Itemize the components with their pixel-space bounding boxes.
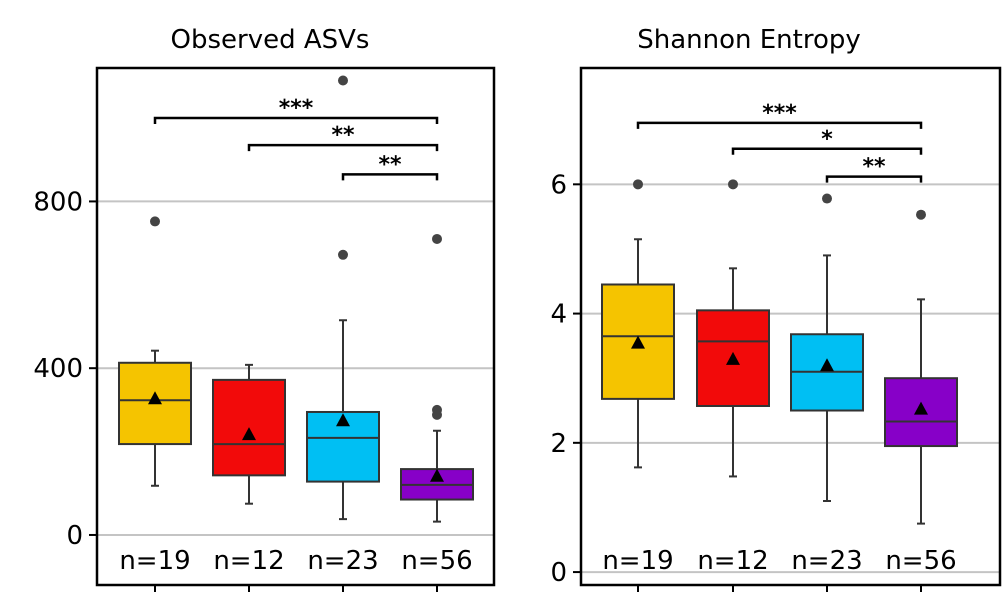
significance-bracket-3: ** (825, 155, 923, 183)
mean-marker (914, 401, 928, 415)
bracket-line (153, 116, 439, 125)
box-iqr (601, 283, 675, 400)
outlier-point (432, 233, 442, 244)
outlier-point (916, 209, 926, 220)
y-tick-label: 6 (550, 170, 567, 200)
significance-label: ** (331, 123, 355, 148)
box-group-4: n=56 (400, 233, 474, 592)
n-label: n=23 (307, 546, 378, 576)
mean-marker (430, 468, 444, 482)
significance-bracket-2: * (731, 127, 923, 155)
box-group-4: n=56 (884, 209, 958, 592)
outlier-point (633, 179, 643, 190)
plot-frame (95, 66, 496, 587)
significance-label: ** (862, 155, 886, 180)
panel-title: Shannon Entropy (637, 25, 861, 55)
n-label: n=12 (213, 546, 284, 576)
box-group-2: n=12 (696, 179, 770, 592)
outlier-point (432, 404, 442, 415)
outlier-point (338, 75, 348, 86)
panel-title: Observed ASVs (171, 25, 370, 55)
y-tick-label: 4 (550, 300, 567, 330)
mean-marker (726, 351, 740, 365)
significance-bracket-3: ** (341, 152, 439, 181)
y-tick-label: 400 (33, 354, 83, 384)
box-group-1: n=19 (601, 179, 675, 592)
n-label: n=19 (119, 546, 190, 576)
bracket-line (636, 121, 923, 129)
bracket-line (247, 143, 439, 152)
n-label: n=56 (885, 546, 956, 576)
box-group-3: n=23 (306, 75, 380, 592)
n-label: n=19 (602, 546, 673, 576)
mean-marker (336, 413, 350, 427)
n-label: n=23 (791, 546, 862, 576)
y-tick-label: 800 (33, 187, 83, 217)
box-iqr (118, 361, 192, 446)
plot-frame (579, 66, 1002, 587)
y-tick-label: 2 (550, 429, 567, 459)
mean-marker (820, 358, 834, 372)
y-tick-label: 0 (66, 521, 83, 551)
significance-label: * (821, 127, 833, 152)
bracket-line (731, 147, 923, 155)
significance-label: *** (762, 101, 797, 126)
mean-marker (631, 335, 645, 349)
y-tick-label: 0 (550, 558, 567, 588)
bracket-line (341, 173, 439, 181)
outlier-point (728, 179, 738, 190)
n-label: n=56 (401, 546, 472, 576)
bracket-line (825, 175, 923, 183)
mean-marker (242, 427, 256, 441)
outlier-point (822, 193, 832, 204)
mean-marker (148, 391, 162, 405)
box-group-1: n=19 (118, 216, 192, 592)
outlier-point (338, 249, 348, 260)
significance-label: ** (378, 152, 402, 177)
box-group-2: n=12 (212, 363, 286, 592)
significance-label: *** (279, 96, 314, 121)
significance-bracket-1: *** (153, 96, 439, 125)
box-group-3: n=23 (790, 193, 864, 592)
n-label: n=12 (697, 546, 768, 576)
significance-bracket-1: *** (636, 101, 923, 129)
significance-bracket-2: ** (247, 123, 439, 152)
outlier-point (150, 216, 160, 227)
